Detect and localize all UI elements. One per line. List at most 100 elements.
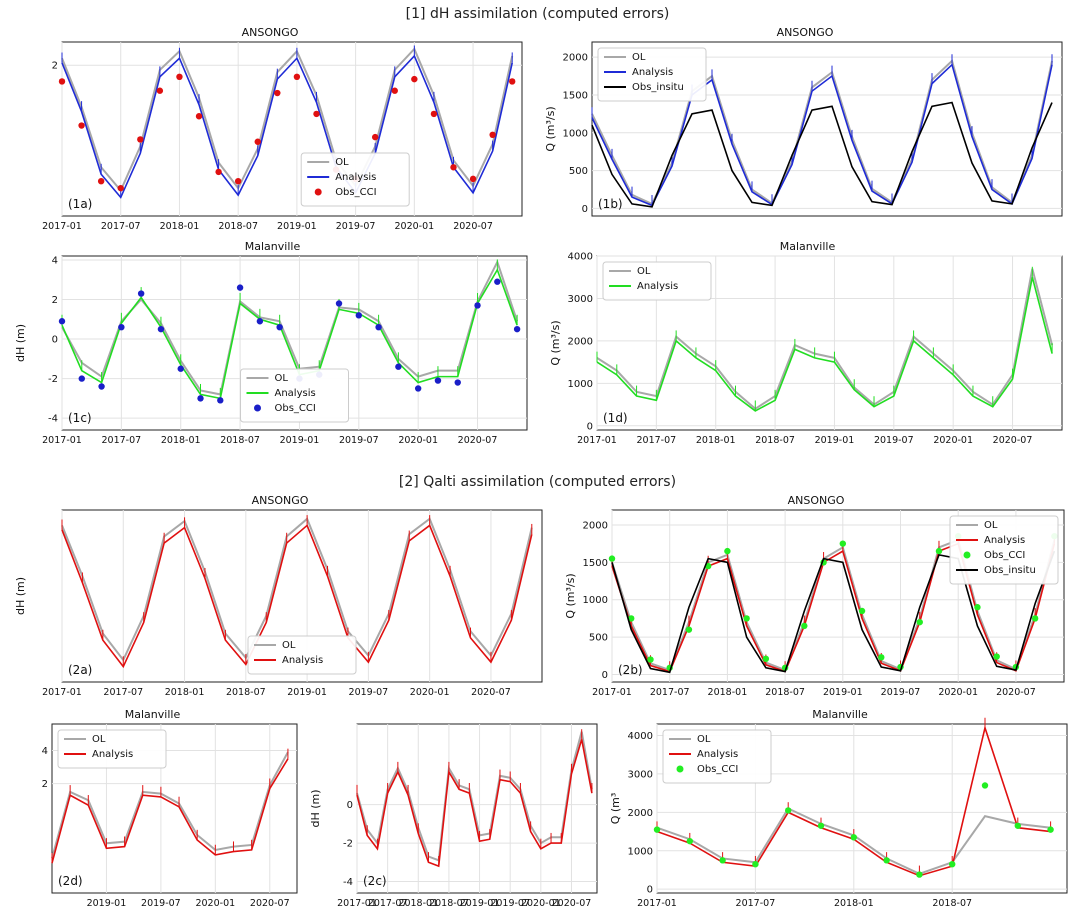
obs-point [494, 278, 501, 285]
panel-label: (2b) [618, 663, 643, 677]
chart-panel-2d: Malanville 2 4 2019-01 2019-07 2020-01 2020-07… [0, 708, 305, 915]
x-tick-label: 2017-01 [577, 435, 617, 446]
x-tick-label: 2020-07 [993, 435, 1033, 446]
series-line-ol [51, 751, 289, 859]
legend-entry: OL [275, 373, 289, 384]
y-tick-label: 500 [569, 166, 588, 177]
x-tick-label: 2020-07 [996, 687, 1036, 698]
obs-point [450, 164, 457, 171]
y-tick-label: 4 [52, 255, 58, 266]
obs-point [97, 178, 105, 185]
chart-panel-1d: Malanville 0 1000 2000 3000 4000 2017-01 2017-0… [545, 240, 1070, 452]
y-tick-label: 1500 [583, 558, 608, 569]
x-tick-label: 2019-01 [287, 687, 327, 698]
series-line-obs-insitu [611, 550, 1056, 674]
series-line-ol [61, 259, 519, 396]
obs-point [355, 312, 363, 319]
legend: OL Analysis Obs_CCI [300, 152, 410, 207]
series-line-analysis [356, 739, 593, 868]
obs-point [157, 325, 165, 333]
obs-point [395, 363, 402, 370]
legend: OL Analysis Obs_CCI [240, 368, 349, 423]
x-tick-label: 2017-01 [42, 687, 82, 698]
series-line-analysis [61, 54, 513, 199]
series-line-analysis [611, 542, 1056, 673]
x-tick-label: 2018-07 [755, 435, 795, 446]
y-tick-label: 0 [582, 204, 588, 215]
x-tick-label: 2019-07 [490, 898, 530, 909]
y-tick-label: 3000 [628, 769, 653, 780]
obs-point [719, 857, 726, 864]
chart-svg-2c: -4 -2 0 2017-012017-072018-012018-072019-01… [309, 723, 598, 909]
obs-point [391, 87, 398, 94]
obs-point [850, 834, 857, 841]
y-tick-label: 4000 [568, 252, 593, 263]
chart-panel-1b: ANSONGO 0 500 1000 1500 2000 Q (m³/s) (1b) OL Ana… [540, 26, 1070, 238]
panel-label: (1a) [68, 197, 92, 211]
x-tick-label: 2019-01 [815, 435, 855, 446]
x-tick-label: 2018-07 [226, 687, 266, 698]
legend-entry: Analysis [984, 535, 1025, 546]
x-tick-label: 2017-07 [102, 435, 142, 446]
obs-point [653, 826, 661, 833]
chart-panel-1a: ANSONGO 2 2017-01 2017-07 2018-01 2018-07 2019… [10, 26, 530, 238]
x-tick-label: 2017-07 [650, 687, 690, 698]
chart-title: ANSONGO [776, 26, 834, 39]
y-tick-label: 0 [587, 421, 593, 432]
x-tick-label: 2019-07 [336, 221, 376, 232]
x-tick-label: 2019-07 [141, 898, 181, 909]
x-tick-label: 2019-01 [460, 898, 500, 909]
chart-title: Malanville [244, 240, 301, 253]
legend-entry: Analysis [697, 749, 738, 760]
heading-dh: [1] dH assimilation (computed errors) [405, 6, 670, 22]
legend-entry: Analysis [275, 388, 316, 399]
y-tick-label: 1000 [568, 379, 593, 390]
y-axis-label: Q (m³/s) [544, 106, 557, 151]
y-tick-label: 3000 [568, 294, 593, 305]
chart-title: Malanville [812, 708, 868, 721]
x-tick-label: 2019-07 [349, 687, 389, 698]
y-tick-label: -2 [343, 839, 353, 850]
x-tick-label: 2017-01 [337, 898, 377, 909]
x-tick-label: 2018-07 [429, 898, 469, 909]
x-tick-label: 2019-07 [874, 435, 914, 446]
legend: OL Analysis [602, 261, 712, 301]
x-tick-label: 2018-01 [161, 435, 201, 446]
obs-point [137, 290, 145, 297]
chart-title: Malanville [124, 708, 181, 721]
chart-panel-2c: -4 -2 0 2017-01 2017-07 2018-01 2018-07 2019-01… [305, 710, 605, 915]
obs-point [78, 122, 85, 129]
obs-point [234, 178, 242, 185]
x-tick-label: 2018-01 [696, 435, 736, 446]
y-tick-label: 2 [42, 779, 48, 790]
chart-panel-2a: ANSONGO 2017-01 2017-07 2018-01 2018-07 2019-… [10, 494, 550, 704]
series-line-ol [356, 731, 593, 862]
obs-point [785, 807, 792, 814]
x-tick-label: 2019-01 [87, 898, 127, 909]
legend-entry: OL [282, 640, 296, 651]
obs-point [474, 302, 481, 309]
obs-point [489, 131, 496, 138]
x-tick-label: 2017-07 [101, 221, 141, 232]
obs-point [513, 325, 521, 333]
x-tick-label: 2017-01 [592, 687, 632, 698]
legend-entry: Obs_insitu [984, 565, 1036, 576]
legend-entry: OL [637, 266, 651, 277]
y-tick-label: 4 [42, 746, 48, 757]
legend-entry: Obs_CCI [697, 764, 738, 775]
y-tick-label: 2000 [628, 808, 653, 819]
obs-point [935, 547, 943, 555]
x-tick-label: 2020-01 [938, 687, 978, 698]
legend: OL Analysis Obs_CCI Obs_insitu [949, 515, 1059, 585]
obs-point [974, 604, 981, 611]
x-tick-label: 2018-01 [160, 221, 200, 232]
x-tick-label: 2020-01 [521, 898, 561, 909]
legend-marker [676, 765, 684, 773]
obs-point [335, 300, 343, 307]
obs-point [217, 397, 224, 404]
y-tick-label: -2 [48, 374, 58, 385]
chart-svg-1c: -4 -2 0 2 4 2017-01 2017-07 2018-01 2018-07 2019-… [14, 255, 528, 446]
legend-marker [254, 404, 261, 412]
legend: OL Analysis Obs_CCI [662, 729, 772, 784]
panel-label: (1c) [68, 411, 92, 425]
